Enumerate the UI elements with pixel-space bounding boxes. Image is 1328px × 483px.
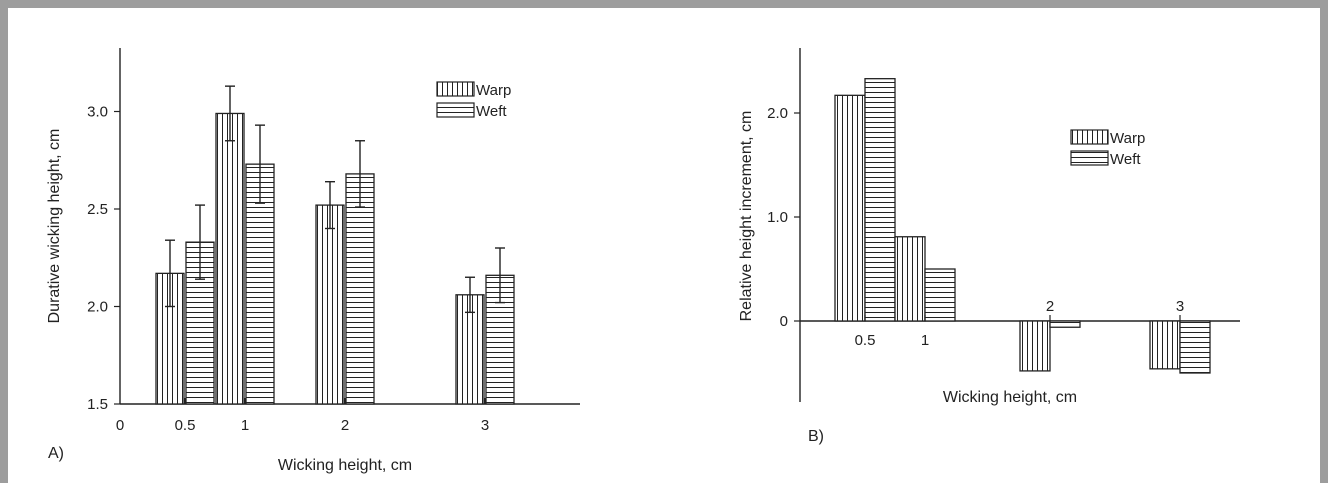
- chart-b-bar-warp: [1149, 320, 1181, 370]
- chart-b-x-tick-label: 2: [1046, 298, 1054, 315]
- chart-a-y-tick-label: 2.0: [87, 299, 108, 316]
- chart-b-x-tick-label: 1: [921, 332, 929, 349]
- chart-b-legend-swatch-weft: [1070, 150, 1109, 166]
- chart-a: 1.5 2.0 2.5 3.0 0.5 1 2 3 0 Wicking height, cm…: [46, 48, 580, 474]
- chart-a-y-tick-label: 2.5: [87, 201, 108, 218]
- chart-b-y-tick-label: 2.0: [767, 105, 788, 122]
- chart-b-legend: Warp Weft: [1070, 129, 1145, 168]
- chart-b-panel-label: B): [808, 428, 824, 445]
- chart-a-legend-swatch-warp: [436, 81, 475, 97]
- chart-a-panel-label: A): [48, 445, 64, 462]
- chart-b-bar-warp: [894, 236, 926, 322]
- chart-a-legend-label-weft: Weft: [476, 103, 507, 120]
- chart-a-bar-warp: [315, 204, 345, 405]
- chart-a-x-origin-label: 0: [116, 417, 124, 434]
- chart-b-y-tick-label: 1.0: [767, 209, 788, 226]
- chart-b-y-tick-label: 0: [780, 313, 788, 330]
- chart-b-bar-warp: [834, 94, 866, 322]
- chart-b: 0 1.0 2.0 0.5 1 2 3 Wicking height, cm Relati…: [738, 48, 1240, 445]
- chart-a-bar-weft: [245, 163, 275, 405]
- chart-b-bar-weft: [1049, 320, 1081, 328]
- chart-b-y-axis-label: Relative height increment, cm: [738, 111, 755, 322]
- chart-a-bar-weft: [345, 173, 375, 405]
- chart-b-bar-weft: [1179, 320, 1211, 374]
- chart-b-bar-warp: [1019, 320, 1051, 372]
- chart-b-legend-swatch-warp: [1070, 129, 1109, 145]
- chart-b-legend-label-warp: Warp: [1110, 130, 1145, 147]
- chart-a-x-tick-label: 2: [341, 417, 349, 434]
- chart-b-legend-label-weft: Weft: [1110, 151, 1141, 168]
- chart-b-bar-weft: [864, 78, 896, 322]
- chart-a-x-axis-label: Wicking height, cm: [278, 457, 412, 474]
- chart-a-y-axis-label: Durative wicking height, cm: [46, 129, 63, 324]
- chart-a-legend-label-warp: Warp: [476, 82, 511, 99]
- chart-b-x-tick-label: 3: [1176, 298, 1184, 315]
- chart-a-x-tick-label: 1: [241, 417, 249, 434]
- chart-a-bar-weft: [185, 241, 215, 405]
- chart-a-y-tick-label: 3.0: [87, 104, 108, 121]
- chart-a-legend-swatch-weft: [436, 102, 475, 118]
- chart-a-legend: Warp Weft: [436, 81, 511, 120]
- chart-a-y-tick-label: 1.5: [87, 396, 108, 413]
- chart-a-bar-warp: [215, 112, 245, 405]
- chart-a-x-tick-label: 0.5: [175, 417, 196, 434]
- chart-b-bar-weft: [924, 268, 956, 322]
- chart-a-x-tick-label: 3: [481, 417, 489, 434]
- chart-b-x-axis-label: Wicking height, cm: [943, 389, 1077, 406]
- chart-b-x-tick-label: 0.5: [855, 332, 876, 349]
